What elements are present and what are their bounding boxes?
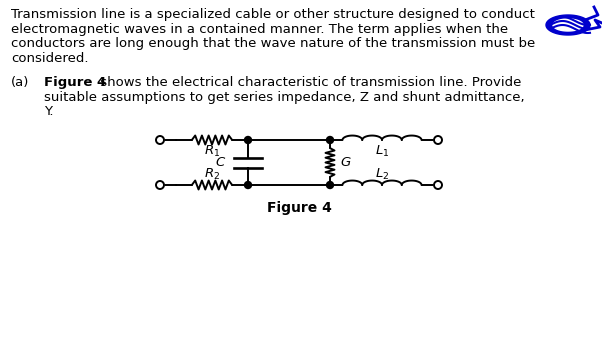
Polygon shape bbox=[553, 19, 583, 31]
Circle shape bbox=[156, 136, 164, 144]
Text: $L_2$: $L_2$ bbox=[375, 167, 389, 182]
Circle shape bbox=[244, 181, 252, 188]
Text: Transmission line is a specialized cable or other structure designed to conduct: Transmission line is a specialized cable… bbox=[11, 8, 535, 21]
Text: Y.: Y. bbox=[44, 105, 54, 118]
Text: conductors are long enough that the wave nature of the transmission must be: conductors are long enough that the wave… bbox=[11, 37, 535, 50]
Circle shape bbox=[326, 137, 334, 144]
Text: suitable assumptions to get series impedance, Z and shunt admittance,: suitable assumptions to get series imped… bbox=[44, 90, 524, 104]
Text: (a): (a) bbox=[11, 76, 29, 89]
Text: $R_1$: $R_1$ bbox=[204, 144, 220, 159]
Text: $G$: $G$ bbox=[340, 156, 352, 169]
Text: shows the electrical characteristic of transmission line. Provide: shows the electrical characteristic of t… bbox=[96, 76, 521, 89]
Text: $C$: $C$ bbox=[215, 156, 226, 169]
Text: Figure 4: Figure 4 bbox=[267, 201, 332, 215]
Text: $L_1$: $L_1$ bbox=[375, 144, 389, 159]
Text: electromagnetic waves in a contained manner. The term applies when the: electromagnetic waves in a contained man… bbox=[11, 22, 508, 36]
Polygon shape bbox=[546, 15, 590, 35]
Circle shape bbox=[156, 181, 164, 189]
Circle shape bbox=[434, 136, 442, 144]
Text: $R_2$: $R_2$ bbox=[204, 167, 220, 182]
Text: considered.: considered. bbox=[11, 51, 88, 65]
Circle shape bbox=[326, 181, 334, 188]
Circle shape bbox=[244, 137, 252, 144]
Text: Figure 4: Figure 4 bbox=[44, 76, 106, 89]
Circle shape bbox=[434, 181, 442, 189]
